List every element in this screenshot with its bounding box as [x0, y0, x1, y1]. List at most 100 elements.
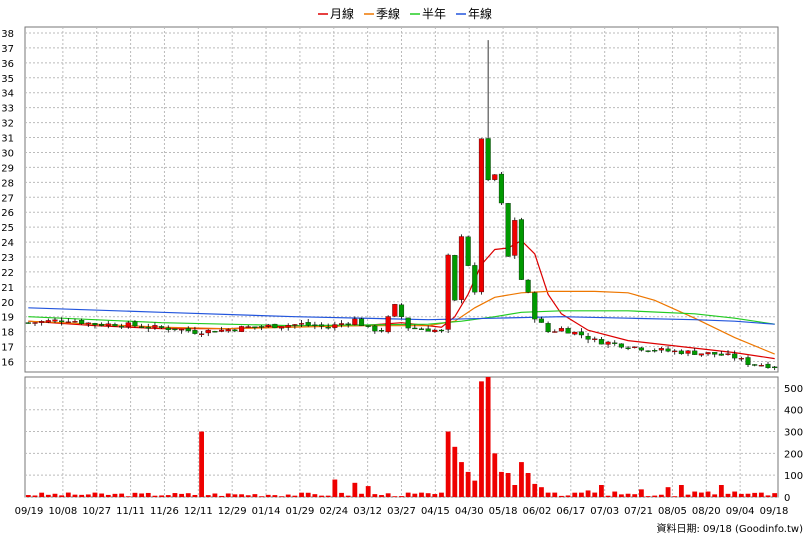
volume-bar — [332, 479, 338, 497]
candle-up — [478, 138, 485, 293]
candle-down — [312, 324, 318, 326]
ma-line-4 — [28, 307, 775, 325]
candle-down — [692, 350, 698, 355]
candle-up — [279, 326, 285, 329]
candle-down — [99, 323, 105, 326]
volume-bar — [92, 492, 98, 497]
price-tick-label: 32 — [1, 119, 14, 130]
legend-label: 月線 — [330, 6, 354, 21]
volume-tick-label: 400 — [784, 406, 803, 417]
candle-down — [532, 292, 538, 320]
volume-bar — [45, 494, 51, 497]
price-tick-label: 24 — [1, 238, 14, 249]
volume-bar — [772, 493, 778, 497]
candle-up — [72, 321, 78, 323]
candle-up — [52, 319, 58, 322]
candle-up — [592, 338, 598, 340]
volume-bar — [25, 495, 31, 497]
candle-down — [405, 317, 411, 329]
volume-bar — [352, 482, 358, 497]
volume-bar — [512, 485, 518, 497]
volume-bar — [279, 496, 284, 497]
candle-up — [298, 323, 305, 325]
volume-tick-label: 300 — [784, 428, 803, 439]
date-tick-label: 11/11 — [116, 506, 145, 517]
date-tick-label: 09/18 — [760, 506, 789, 517]
candle-up — [758, 365, 764, 367]
volume-bar — [145, 492, 151, 497]
volume-bar — [545, 492, 551, 497]
volume-bar — [112, 493, 118, 497]
candle-down — [345, 323, 351, 325]
price-tick-label: 30 — [1, 148, 14, 159]
chart-legend: 月線 季線 半年 年線 — [318, 6, 492, 21]
candle-down — [712, 352, 718, 355]
volume-bar — [692, 491, 698, 497]
candle-up — [285, 325, 291, 328]
candle-down — [172, 328, 178, 331]
volume-bar — [758, 492, 764, 497]
price-tick-label: 27 — [1, 193, 14, 204]
date-tick-label: 12/11 — [184, 506, 213, 517]
candlesticks — [25, 40, 778, 371]
candle-up — [685, 350, 691, 354]
candle-down — [119, 326, 125, 328]
candle-up — [458, 236, 465, 300]
candle-down — [145, 326, 151, 329]
candle-up — [352, 318, 358, 325]
volume-tick-label: 0 — [784, 493, 790, 504]
price-gridlines — [25, 27, 778, 372]
candle-down — [232, 329, 238, 332]
volume-bar — [65, 492, 71, 497]
candle-down — [545, 323, 551, 333]
volume-bar — [732, 491, 738, 497]
candle-down — [585, 335, 591, 340]
volume-bar — [312, 494, 318, 497]
volume-bar — [399, 496, 404, 497]
volume-bar — [152, 495, 158, 497]
date-tick-label: 06/02 — [523, 506, 552, 517]
volume-bar — [539, 487, 544, 497]
volume-bar — [725, 493, 731, 497]
candle-up — [292, 324, 298, 326]
candle-down — [732, 353, 738, 359]
candle-up — [698, 353, 704, 356]
candle-up — [432, 329, 438, 333]
price-tick-label: 34 — [1, 89, 14, 100]
candle-up — [239, 326, 245, 332]
volume-bar — [559, 495, 564, 497]
date-tick-label: 05/18 — [489, 506, 518, 517]
candle-up — [45, 320, 51, 323]
volume-bar — [745, 493, 751, 497]
price-tick-label: 18 — [1, 328, 14, 339]
volume-bar — [552, 492, 558, 497]
candle-up — [332, 324, 338, 328]
volume-bar — [359, 493, 364, 497]
volume-panel: 0 100 200 300 400 500 — [24, 376, 803, 504]
volume-bar — [372, 494, 378, 497]
volume-bar — [452, 446, 458, 497]
volume-bar — [365, 486, 371, 497]
date-tick-label: 10/08 — [48, 506, 77, 517]
volume-bar — [232, 494, 238, 497]
volume-bar — [499, 471, 504, 497]
volume-bar — [738, 493, 744, 497]
candle-down — [112, 324, 118, 327]
candle-down — [25, 322, 31, 324]
candle-up — [552, 331, 558, 333]
volume-bar — [272, 495, 278, 497]
candle-down — [358, 318, 365, 326]
price-tick-label: 28 — [1, 178, 14, 189]
date-tick-label: 03/12 — [353, 506, 382, 517]
candle-up — [738, 357, 744, 360]
candle-down — [525, 279, 531, 293]
volume-bar — [319, 495, 324, 497]
volume-bar — [752, 492, 758, 497]
volume-bar — [525, 473, 531, 497]
candle-down — [652, 350, 658, 352]
ma-line-2 — [28, 290, 775, 355]
volume-bar — [392, 496, 398, 497]
volume-bar — [85, 494, 91, 497]
candle-down — [498, 173, 505, 204]
volume-bar — [339, 492, 344, 497]
